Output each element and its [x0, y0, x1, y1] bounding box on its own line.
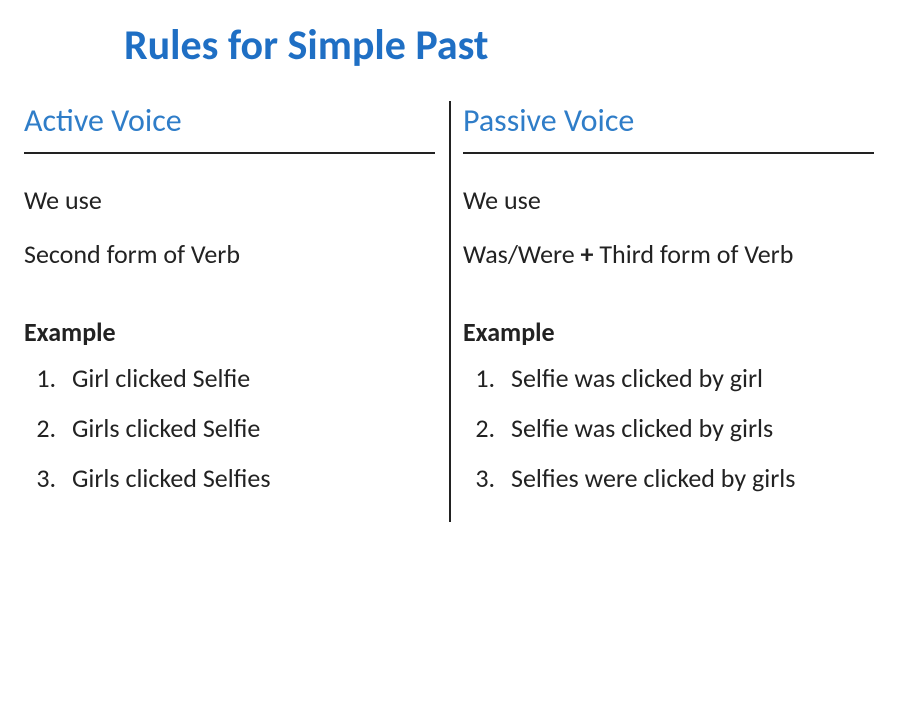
list-item: Selfies were clicked by girls [501, 462, 874, 494]
voice-table: Active Voice We use Second form of Verb … [24, 101, 874, 512]
passive-rule-prefix: Was/Were [463, 238, 581, 270]
passive-rule-suffix: Third form of Verb [594, 238, 794, 270]
passive-examples-list: Selfie was clicked by girl Selfie was cl… [463, 362, 874, 494]
active-examples-list: Girl clicked Selfie Girls clicked Selfie… [24, 362, 435, 494]
active-voice-column: Active Voice We use Second form of Verb … [24, 101, 449, 512]
list-item: Girl clicked Selfie [62, 362, 435, 394]
passive-voice-column: Passive Voice We use Was/Were + Third fo… [449, 101, 874, 512]
list-item: Selfie was clicked by girl [501, 362, 874, 394]
page-title: Rules for Simple Past [124, 20, 874, 71]
list-item: Selfie was clicked by girls [501, 412, 874, 444]
list-item: Girls clicked Selfie [62, 412, 435, 444]
active-rule-text: Second form of Verb [24, 232, 435, 276]
active-voice-header: Active Voice [24, 101, 435, 146]
list-item: Girls clicked Selfies [62, 462, 435, 494]
active-example-label: Example [24, 316, 435, 348]
document-container: Rules for Simple Past Active Voice We us… [0, 0, 898, 704]
passive-example-label: Example [463, 316, 874, 348]
horizontal-divider-right [463, 152, 874, 154]
passive-rule-plus: + [581, 238, 594, 270]
vertical-divider [449, 101, 451, 522]
horizontal-divider-left [24, 152, 435, 154]
passive-use-label: We use [463, 178, 874, 222]
passive-voice-header: Passive Voice [463, 101, 874, 146]
passive-rule-text: Was/Were + Third form of Verb [463, 232, 874, 276]
passive-rule-block: We use Was/Were + Third form of Verb [463, 178, 874, 276]
active-use-label: We use [24, 178, 435, 222]
active-rule-block: We use Second form of Verb [24, 178, 435, 276]
